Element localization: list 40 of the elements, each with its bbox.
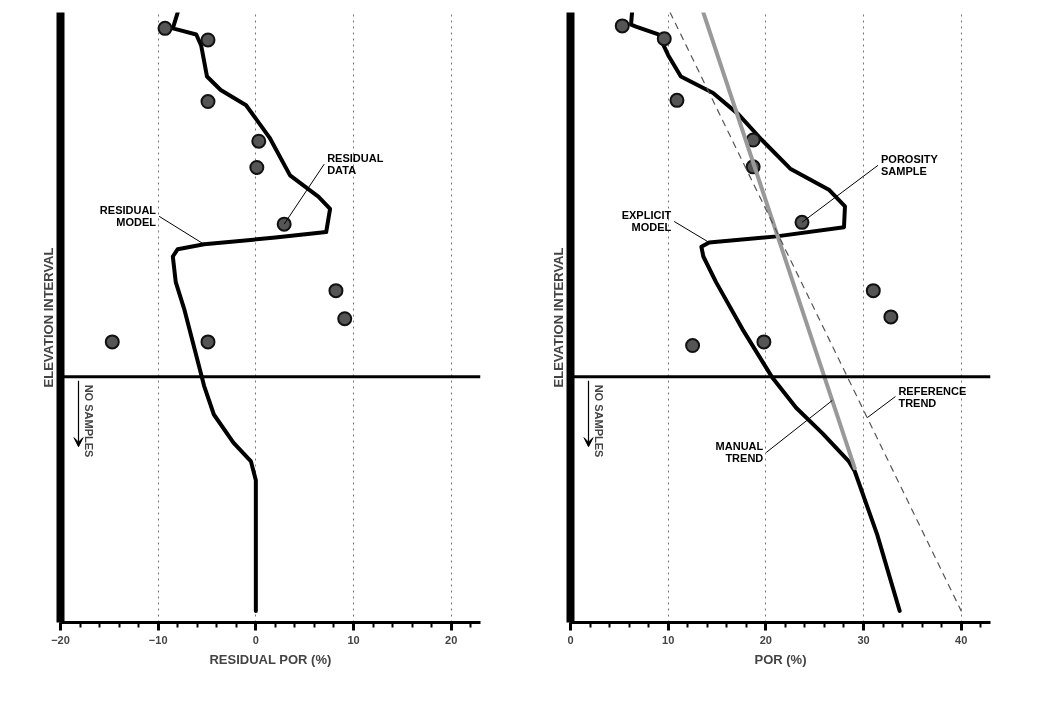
point — [685, 338, 701, 354]
annotation: NO SAMPLES — [592, 384, 605, 458]
point — [669, 92, 685, 108]
point — [200, 32, 216, 48]
point — [883, 309, 899, 325]
x-tick-label: −10 — [148, 633, 168, 646]
point — [328, 283, 344, 299]
point — [251, 133, 267, 149]
y-axis-title: ELEVATION INTERVAL — [40, 247, 56, 388]
annotation: RESIDUAL MODEL — [99, 204, 157, 229]
x-tick-label: 10 — [347, 633, 360, 646]
point — [656, 31, 672, 47]
point — [337, 311, 353, 327]
annotation: EXPLICIT MODEL — [621, 209, 672, 234]
x-tick-label: 0 — [252, 633, 259, 646]
point — [104, 334, 120, 350]
x-axis-title: POR (%) — [754, 651, 807, 667]
x-tick-label: 40 — [955, 633, 968, 646]
annotation: REFERENCE TREND — [898, 384, 967, 409]
point — [614, 18, 630, 34]
x-tick-label: −20 — [51, 633, 70, 646]
point — [157, 20, 173, 36]
x-axis-title: RESIDUAL POR (%) — [209, 651, 332, 667]
annotation: MANUAL TREND — [715, 440, 764, 465]
point — [865, 283, 881, 299]
point — [200, 94, 216, 110]
point — [276, 216, 292, 232]
x-tick-label: 20 — [445, 633, 458, 646]
annotation: NO SAMPLES — [82, 384, 95, 458]
x-tick-label: 30 — [857, 633, 870, 646]
y-axis-title: ELEVATION INTERVAL — [550, 247, 566, 388]
point — [794, 214, 810, 230]
x-tick-label: 20 — [759, 633, 772, 646]
x-tick-label: 10 — [662, 633, 675, 646]
point — [200, 334, 216, 350]
point — [249, 159, 265, 175]
annotation: RESIDUAL DATA — [327, 152, 384, 177]
annotation: POROSITY SAMPLE — [880, 153, 939, 178]
x-tick-label: 0 — [567, 633, 574, 646]
point — [756, 334, 772, 350]
